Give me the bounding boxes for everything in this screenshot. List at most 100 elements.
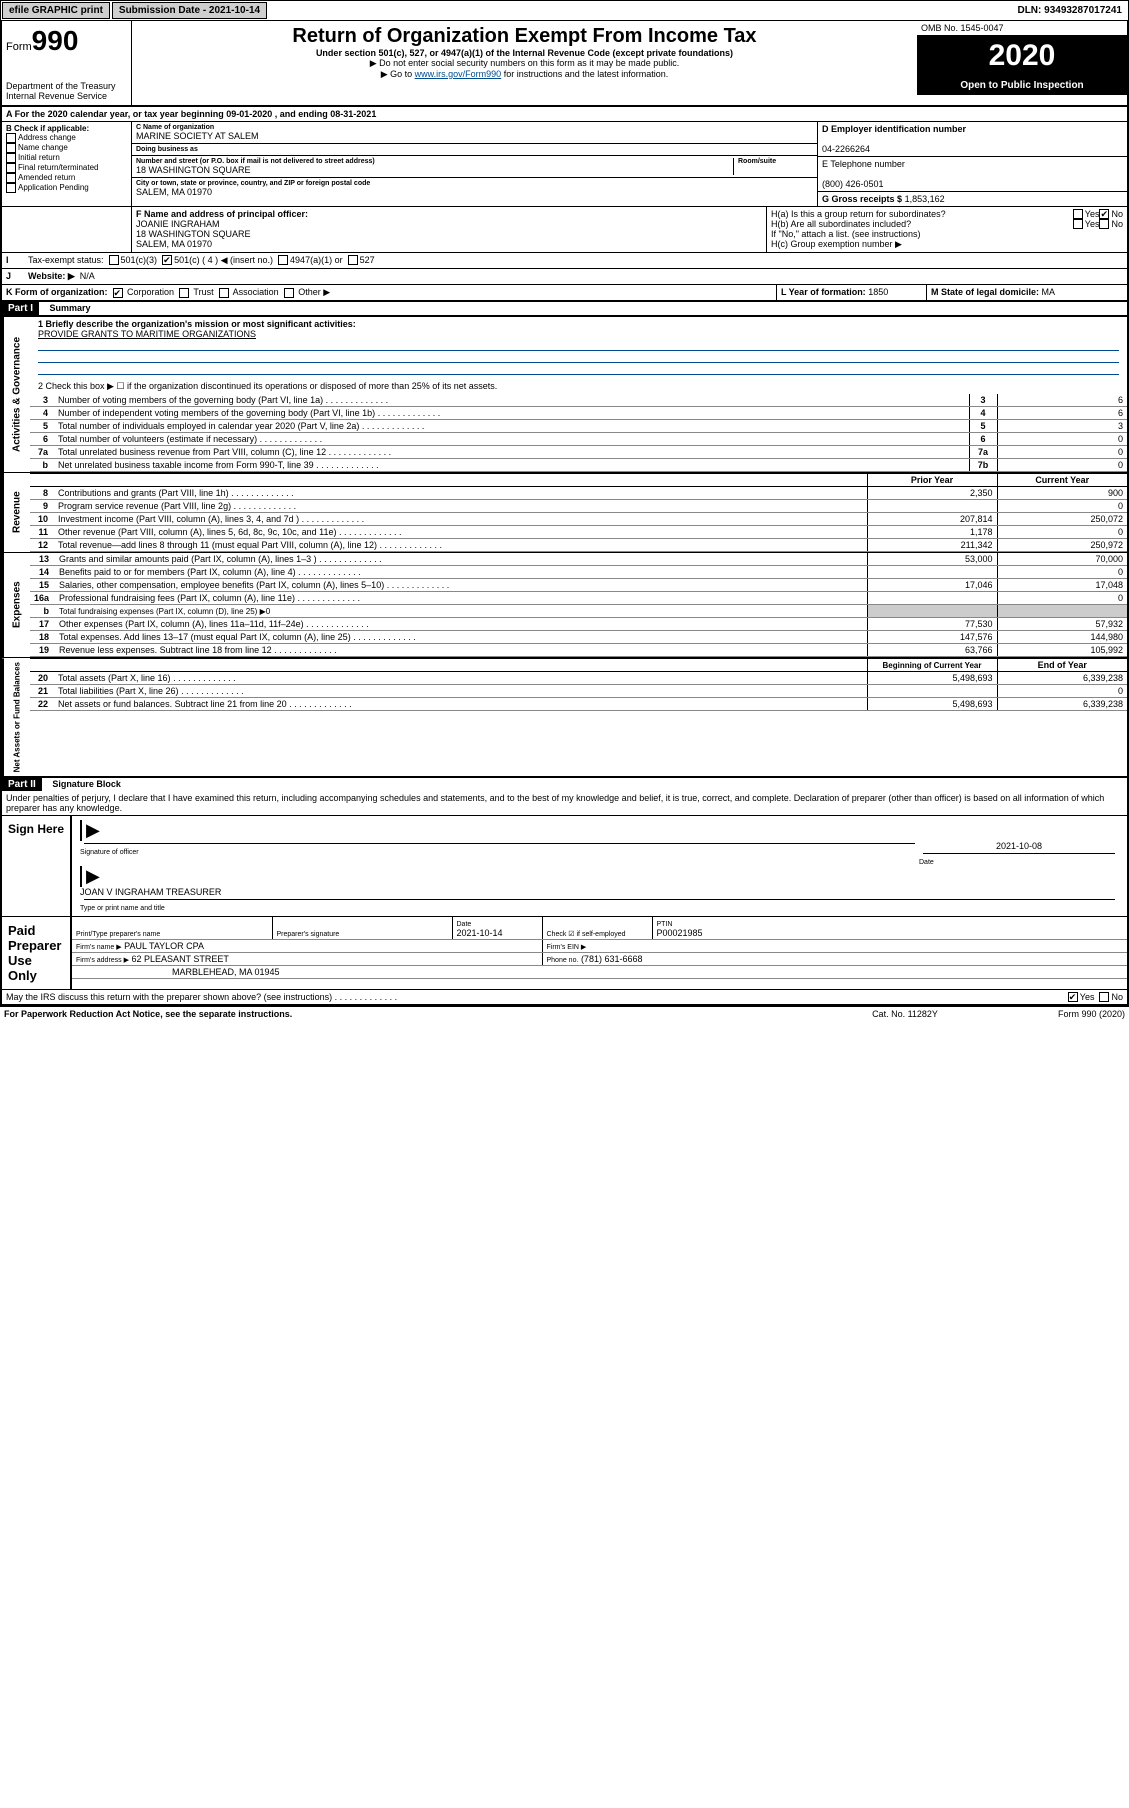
- cb-ha-no[interactable]: [1099, 209, 1109, 219]
- officer-addr: 18 WASHINGTON SQUARE: [136, 229, 251, 239]
- table-row: bTotal fundraising expenses (Part IX, co…: [30, 605, 1127, 618]
- ptin-lbl: PTIN: [657, 921, 673, 928]
- table-row: 14Benefits paid to or for members (Part …: [30, 566, 1127, 579]
- self-emp-lbl: Check ☑ if self-employed: [547, 931, 626, 938]
- i-o1: 501(c)(3): [121, 255, 158, 266]
- cb-other[interactable]: [284, 288, 294, 298]
- ein-lbl: Firm's EIN ▶: [547, 944, 587, 951]
- cb-app-pending[interactable]: [6, 183, 16, 193]
- table-row: 10Investment income (Part VIII, column (…: [30, 513, 1127, 526]
- footer-catno: Cat. No. 11282Y: [805, 1009, 1005, 1019]
- perjury-text: Under penalties of perjury, I declare th…: [0, 791, 1129, 815]
- cb-hb-no[interactable]: [1099, 219, 1109, 229]
- cb-corp[interactable]: [113, 288, 123, 298]
- cb-527[interactable]: [348, 255, 358, 265]
- sections-bcd: B Check if applicable: Address change Na…: [0, 122, 1129, 206]
- cb-ha-yes[interactable]: [1073, 209, 1083, 219]
- footer-left: For Paperwork Reduction Act Notice, see …: [4, 1009, 805, 1019]
- l2-text: 2 Check this box ▶ ☐ if the organization…: [38, 381, 1119, 392]
- vlabel-revenue: Revenue: [2, 473, 30, 552]
- section-j: JWebsite: ▶ N/A: [0, 268, 1129, 284]
- instr-2: ▶ Go to www.irs.gov/Form990 for instruct…: [140, 69, 909, 80]
- cb-initial-return[interactable]: [6, 153, 16, 163]
- i-o4: 527: [360, 255, 375, 266]
- city-lbl: City or town, state or province, country…: [136, 180, 813, 187]
- prep-name-lbl: Print/Type preparer's name: [76, 931, 160, 938]
- cb-amended[interactable]: [6, 173, 16, 183]
- k-lbl: K Form of organization:: [6, 287, 108, 297]
- dba-lbl: Doing business as: [136, 146, 813, 153]
- addr-lbl: Number and street (or P.O. box if mail i…: [136, 158, 733, 165]
- org-name: MARINE SOCIETY AT SALEM: [136, 131, 813, 141]
- revenue-block: Revenue Prior YearCurrent Year 8Contribu…: [0, 473, 1129, 553]
- efile-button[interactable]: efile GRAPHIC print: [2, 2, 110, 19]
- net-table: Beginning of Current YearEnd of Year 20T…: [30, 658, 1127, 711]
- table-row: 16aProfessional fundraising fees (Part I…: [30, 592, 1127, 605]
- opt-address: Address change: [18, 133, 76, 142]
- form-prefix: Form: [6, 41, 32, 53]
- form990-link[interactable]: www.irs.gov/Form990: [415, 69, 502, 79]
- table-row: 6Total number of volunteers (estimate if…: [30, 433, 1127, 446]
- part2-header: Part II Signature Block: [0, 778, 1129, 791]
- sign-here-label: Sign Here: [2, 816, 72, 916]
- l-lbl: L Year of formation:: [781, 287, 866, 297]
- gov-table: 3Number of voting members of the governi…: [30, 394, 1127, 472]
- topbar: efile GRAPHIC print Submission Date - 20…: [0, 0, 1129, 21]
- mission-line: [38, 339, 1119, 351]
- preparer-table: Print/Type preparer's name Preparer's si…: [72, 917, 1127, 979]
- submission-date-button[interactable]: Submission Date - 2021-10-14: [112, 2, 267, 19]
- vlabel-governance: Activities & Governance: [2, 317, 30, 472]
- table-row: 11Other revenue (Part VIII, column (A), …: [30, 526, 1127, 539]
- net-hdr: Beginning of Current YearEnd of Year: [30, 659, 1127, 672]
- instr2-pre: ▶ Go to: [381, 69, 415, 79]
- part2-title: Signature Block: [44, 779, 121, 789]
- section-klm: K Form of organization: Corporation Trus…: [0, 284, 1129, 302]
- instr-1: ▶ Do not enter social security numbers o…: [140, 58, 909, 69]
- i-o2: 501(c) ( 4 ) ◀ (insert no.): [174, 255, 273, 266]
- table-row: 19Revenue less expenses. Subtract line 1…: [30, 644, 1127, 657]
- prep-date-lbl: Date: [457, 921, 472, 928]
- mission-line: [38, 363, 1119, 375]
- l-val: 1850: [868, 287, 888, 297]
- page-footer: For Paperwork Reduction Act Notice, see …: [0, 1006, 1129, 1021]
- hb-lbl: H(b) Are all subordinates included?: [771, 219, 1073, 229]
- cb-final-return[interactable]: [6, 163, 16, 173]
- section-deg: D Employer identification number04-22662…: [817, 122, 1127, 206]
- governance-block: Activities & Governance 1 Briefly descri…: [0, 315, 1129, 473]
- cb-4947[interactable]: [278, 255, 288, 265]
- firm-addr2: MARBLEHEAD, MA 01945: [172, 967, 280, 977]
- phone-lbl: Phone no.: [547, 957, 579, 964]
- k-corp: Corporation: [127, 287, 174, 297]
- open-inspection: Open to Public Inspection: [917, 76, 1127, 95]
- table-row: 13Grants and similar amounts paid (Part …: [30, 553, 1127, 566]
- firmaddr-lbl: Firm's address ▶: [76, 957, 129, 964]
- section-f: F Name and address of principal officer:…: [132, 207, 767, 252]
- cb-name-change[interactable]: [6, 143, 16, 153]
- table-row: 7aTotal unrelated business revenue from …: [30, 446, 1127, 459]
- rev-hdr: Prior YearCurrent Year: [30, 474, 1127, 487]
- dln-label: DLN: 93493287017241: [1011, 3, 1128, 18]
- cb-501c3[interactable]: [109, 255, 119, 265]
- officer-name: JOANIE INGRAHAM: [136, 219, 220, 229]
- cb-hb-yes[interactable]: [1073, 219, 1083, 229]
- header-right: OMB No. 1545-0047 2020 Open to Public In…: [917, 21, 1127, 105]
- table-row: 3Number of voting members of the governi…: [30, 394, 1127, 407]
- firm-addr1: 62 PLEASANT STREET: [132, 954, 229, 964]
- signature-block: Sign Here ▶ Signature of officer2021-10-…: [0, 815, 1129, 1006]
- tax-year: 2020: [917, 36, 1127, 76]
- section-c: C Name of organizationMARINE SOCIETY AT …: [132, 122, 817, 206]
- cb-address-change[interactable]: [6, 133, 16, 143]
- cb-discuss-no[interactable]: [1099, 992, 1109, 1002]
- prep-date: 2021-10-14: [457, 928, 503, 938]
- discuss-yes: Yes: [1080, 992, 1095, 1002]
- date-lbl: Date: [919, 859, 934, 866]
- form-number: 990: [32, 25, 79, 56]
- cb-501c[interactable]: [162, 255, 172, 265]
- section-fh: F Name and address of principal officer:…: [0, 206, 1129, 252]
- cb-assoc[interactable]: [219, 288, 229, 298]
- officer-sign-name: JOAN V INGRAHAM TREASURER: [80, 887, 221, 897]
- paid-preparer-label: Paid Preparer Use Only: [2, 917, 72, 989]
- opt-pending: Application Pending: [18, 183, 89, 192]
- cb-trust[interactable]: [179, 288, 189, 298]
- cb-discuss-yes[interactable]: [1068, 992, 1078, 1002]
